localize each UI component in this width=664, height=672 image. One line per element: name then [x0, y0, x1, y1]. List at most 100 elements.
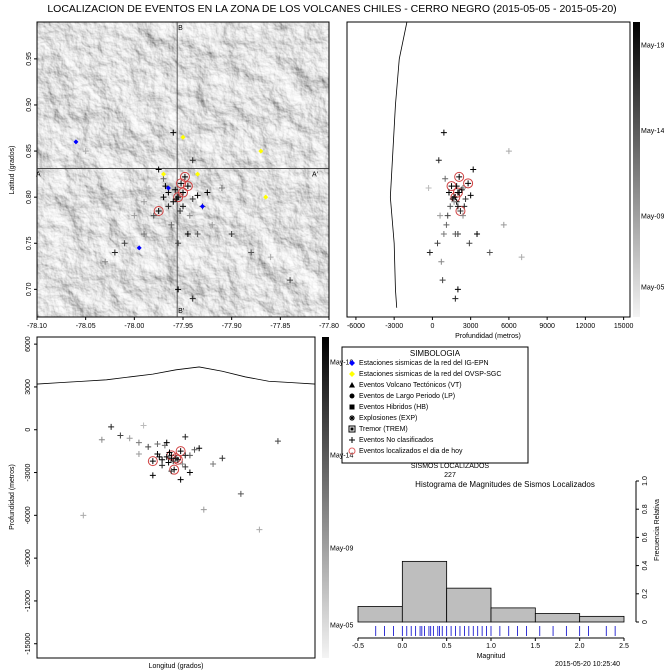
- x-tick-label: 9000: [539, 323, 555, 330]
- today-marker: [147, 456, 158, 467]
- y-tick-label: -3000: [25, 463, 32, 481]
- event-marker: [154, 441, 161, 447]
- y-tick-label: 0.75: [26, 236, 33, 250]
- x-tick-label: -3000: [385, 323, 403, 330]
- colorbar-label: May-14: [330, 453, 353, 460]
- legend-label: Eventos Volcano Tectónicos (VT): [359, 382, 462, 389]
- event-marker: [150, 212, 157, 219]
- x-tick-label: -77.95: [173, 323, 193, 330]
- x-tick-label: 0.0: [397, 643, 407, 650]
- colorbar-label: May-19: [641, 42, 664, 49]
- legend-label: Eventos Hibridos (HB): [359, 404, 428, 411]
- event-marker: [449, 196, 456, 202]
- today-marker: [454, 171, 465, 182]
- event-marker: [474, 231, 481, 238]
- x-tick-label: -0.5: [352, 643, 364, 650]
- x-tick-label: 2.5: [619, 643, 629, 650]
- y-tick-label: 0.4: [642, 561, 649, 571]
- y-tick-label: -15000: [25, 633, 32, 655]
- x-tick-label: 3000: [463, 323, 479, 330]
- event-marker: [184, 183, 191, 190]
- event-marker: [172, 186, 179, 193]
- event-marker: [454, 203, 461, 210]
- legend-label: Explosiones (EXP): [359, 415, 417, 422]
- event-marker: [518, 254, 525, 261]
- event-marker: [180, 203, 186, 210]
- event-marker: [452, 295, 459, 302]
- event-marker: [256, 526, 263, 533]
- event-marker: [131, 212, 138, 219]
- event-marker: [156, 453, 163, 460]
- station-marker: [199, 203, 205, 209]
- colorbar-label: May-09: [641, 214, 664, 221]
- event-marker: [440, 129, 447, 136]
- legend-symbol: [348, 447, 356, 455]
- x-tick-label: -78.00: [124, 323, 144, 330]
- event-marker: [163, 453, 170, 460]
- colorbar-label: May-05: [330, 623, 353, 630]
- event-marker: [457, 207, 464, 214]
- event-marker: [425, 184, 432, 191]
- legend-box: [341, 346, 529, 464]
- event-marker: [442, 175, 449, 182]
- y-tick-label: -6000: [25, 506, 32, 524]
- today-marker: [153, 205, 164, 216]
- event-marker: [453, 183, 460, 190]
- event-marker: [194, 231, 201, 238]
- event-marker: [108, 423, 115, 430]
- station-marker: [258, 148, 264, 154]
- event-marker: [456, 173, 463, 180]
- legend-label: Eventos No clasificados: [359, 437, 434, 444]
- section-label: A': [312, 171, 318, 178]
- legend-label: Eventos de Largo Periodo (LP): [359, 393, 455, 400]
- event-marker: [168, 221, 175, 228]
- event-marker: [121, 240, 128, 247]
- event-marker: [98, 436, 105, 443]
- hist-bar: [446, 587, 492, 623]
- section-label: B': [178, 308, 184, 315]
- event-marker: [189, 295, 196, 302]
- x-tick-label: 0.5: [442, 643, 452, 650]
- y-tick-label: 1.0: [642, 476, 649, 486]
- event-marker: [117, 432, 124, 439]
- x-tick-label: -78.05: [76, 323, 96, 330]
- event-marker: [189, 196, 196, 202]
- event-marker: [181, 173, 188, 180]
- event-marker: [426, 249, 433, 256]
- title: LOCALIZACION DE EVENTOS EN LA ZONA DE LO…: [47, 3, 616, 15]
- station-marker: [180, 134, 186, 140]
- station-marker: [195, 171, 201, 177]
- event-marker: [209, 221, 216, 228]
- y-tick-label: 0.70: [26, 282, 33, 296]
- timestamp: 2015-05-20 10:25:40: [555, 661, 620, 668]
- event-marker: [451, 198, 458, 205]
- hist-bar: [357, 606, 403, 623]
- today-marker: [175, 446, 186, 457]
- legend-symbol: [349, 393, 355, 399]
- event-marker: [437, 212, 444, 219]
- event-marker: [267, 254, 274, 261]
- x-tick-label: 15000: [614, 323, 634, 330]
- y-tick-label: 0.90: [26, 98, 33, 112]
- y-axis-label: Frecuencia Relativa: [654, 499, 661, 561]
- event-marker: [173, 196, 180, 202]
- event-marker: [149, 472, 156, 479]
- event-marker: [177, 207, 184, 214]
- x-tick-label: -77.80: [319, 323, 339, 330]
- event-marker: [170, 129, 177, 136]
- event-marker: [179, 460, 186, 467]
- x-tick-label: -6000: [347, 323, 365, 330]
- station-marker: [73, 139, 79, 145]
- event-marker: [149, 458, 156, 465]
- x-axis-label: Magnitud: [477, 653, 506, 660]
- y-tick-label: 0.85: [26, 144, 33, 158]
- legend-symbol: [348, 425, 356, 433]
- legend-symbol: [349, 382, 355, 388]
- event-marker: [460, 212, 467, 219]
- x-tick-label: 0: [430, 323, 434, 330]
- x-tick-label: -78.10: [27, 323, 47, 330]
- event-marker: [438, 258, 445, 265]
- legend-symbol: [349, 360, 355, 366]
- station-marker: [161, 171, 167, 177]
